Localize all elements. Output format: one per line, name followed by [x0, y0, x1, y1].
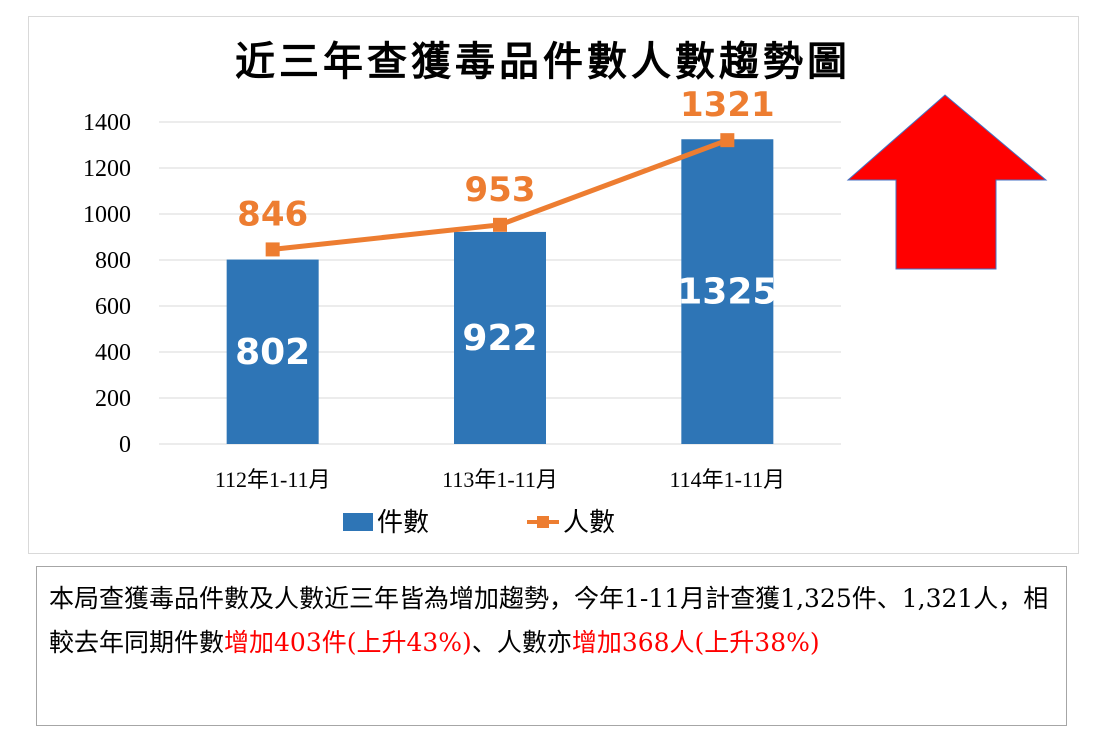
y-axis-ticks: 0 200 400 600 800 1000 1200 1400 — [83, 110, 131, 458]
legend-label-bar: 件數 — [377, 508, 429, 538]
y-tick-label: 200 — [95, 386, 131, 412]
line-marker — [493, 217, 507, 232]
bar-data-label: 922 — [462, 318, 537, 359]
y-tick-label: 1000 — [83, 202, 131, 228]
y-tick-label: 400 — [95, 340, 131, 366]
bar-data-label: 802 — [235, 332, 310, 373]
chart-svg: 近三年查獲毒品件數人數趨勢圖 0 200 400 600 800 1000 1200 1400… — [83, 38, 1048, 538]
summary-highlight-persons: 增加368人(上升38%) — [571, 628, 820, 657]
line-marker — [720, 133, 735, 148]
bar-data-label: 1325 — [677, 272, 777, 313]
summary-part1: 本局查獲毒品件數及人數近三年皆為增加趨勢，今年1-11月計查獲1,325件、1,… — [49, 584, 1049, 657]
x-tick-label: 114年1-11月 — [669, 467, 785, 492]
chart-panel: 近三年查獲毒品件數人數趨勢圖 0 200 400 600 800 1000 1200 1400… — [28, 16, 1079, 554]
chart-title: 近三年查獲毒品件數人數趨勢圖 — [235, 38, 851, 85]
y-tick-label: 1200 — [83, 156, 131, 182]
y-tick-label: 1400 — [83, 110, 131, 136]
legend-marker-line — [537, 516, 549, 528]
bar-series: 802 922 1325 — [226, 139, 777, 444]
summary-text: 本局查獲毒品件數及人數近三年皆為增加趨勢，今年1-11月計查獲1,325件、1,… — [49, 577, 1054, 665]
legend: 件數 人數 — [343, 508, 615, 538]
bar — [454, 231, 546, 444]
line-series: 846 953 1321 — [237, 85, 775, 257]
summary-part2: 、人數亦 — [471, 628, 572, 657]
y-tick-label: 0 — [119, 432, 131, 458]
x-tick-label: 112年1-11月 — [215, 467, 331, 492]
summary-highlight-cases: 增加403件(上升43%) — [224, 628, 472, 657]
line-data-label: 953 — [465, 170, 536, 210]
bar — [226, 259, 319, 444]
line-data-label: 1321 — [680, 85, 775, 125]
x-axis-labels: 112年1-11月 113年1-11月 114年1-11月 — [215, 467, 785, 492]
line-marker — [265, 242, 280, 257]
up-arrow-icon — [846, 94, 1048, 270]
y-tick-label: 600 — [95, 294, 131, 320]
x-tick-label: 113年1-11月 — [442, 467, 558, 492]
summary-box: 本局查獲毒品件數及人數近三年皆為增加趨勢，今年1-11月計查獲1,325件、1,… — [36, 566, 1067, 726]
bar — [681, 139, 774, 444]
line-data-label: 846 — [237, 194, 308, 234]
legend-label-line: 人數 — [563, 508, 615, 538]
y-tick-label: 800 — [95, 248, 131, 274]
legend-swatch-bar — [343, 513, 373, 531]
